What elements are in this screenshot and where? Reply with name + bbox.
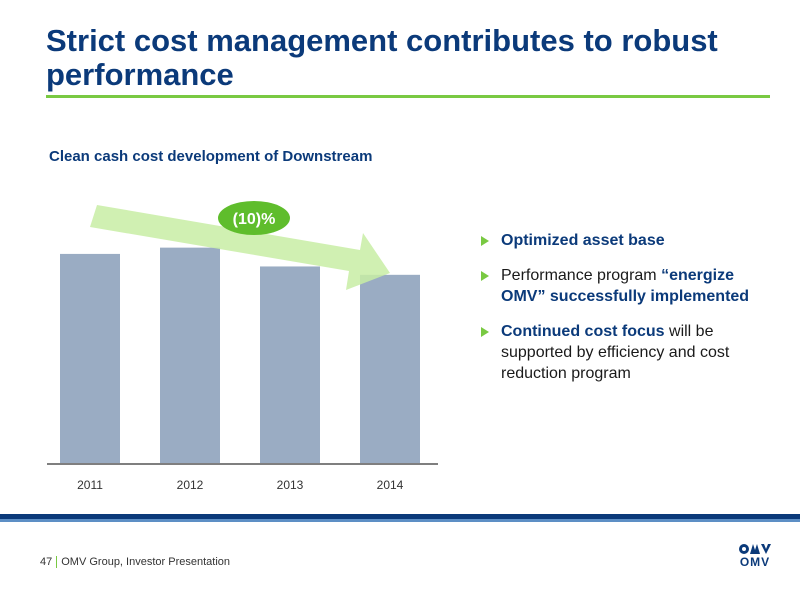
- trend-arrow: [90, 205, 390, 290]
- title-underline: [46, 95, 770, 98]
- x-tick-label: 2014: [377, 478, 404, 492]
- x-tick-label: 2013: [277, 478, 304, 492]
- footer-separator: [56, 556, 58, 569]
- bar-2012: [160, 247, 220, 463]
- footer: 47 OMV Group, Investor Presentation: [40, 556, 230, 569]
- bullet-highlight-text: Optimized asset base: [501, 232, 665, 249]
- bar-2011: [60, 253, 120, 463]
- omv-logo: OMV: [736, 543, 774, 569]
- bar-2014: [360, 274, 420, 463]
- bullet-text: Performance program: [501, 267, 662, 284]
- change-badge: [218, 201, 290, 235]
- footer-bar: [0, 514, 800, 519]
- footer-label: OMV Group, Investor Presentation: [61, 556, 230, 568]
- bullet-text: will be supported by efficiency and cost…: [501, 323, 730, 382]
- bullet-triangle-icon: [481, 271, 489, 281]
- chart-title: Clean cash cost development of Downstrea…: [49, 148, 373, 165]
- change-badge-label: (10)%: [233, 211, 276, 228]
- omv-logo-text: OMV: [739, 555, 771, 569]
- bullet-item: Performance program “energize OMV” succe…: [480, 265, 770, 307]
- footer-bar-accent: [0, 519, 800, 522]
- bar-2013: [260, 266, 320, 463]
- bullet-highlight-text: “energize OMV” successfully implemented: [501, 267, 750, 305]
- omv-logo-mark-icon: [739, 544, 771, 554]
- x-tick-label: 2012: [177, 478, 204, 492]
- bullet-triangle-icon: [481, 236, 489, 246]
- bullet-item: Optimized asset base: [480, 230, 770, 251]
- bullet-item: Continued cost focus will be supported b…: [480, 321, 770, 384]
- bullet-triangle-icon: [481, 327, 489, 337]
- bullet-list: Optimized asset base Performance program …: [480, 230, 770, 398]
- page-title: Strict cost management contributes to ro…: [46, 23, 718, 92]
- x-tick-label: 2011: [77, 478, 103, 492]
- bar-chart: (10)% 2011 2012 2013 2014: [47, 201, 438, 492]
- page-number: 47: [40, 556, 53, 568]
- bullet-highlight-text: Continued cost focus: [501, 323, 665, 340]
